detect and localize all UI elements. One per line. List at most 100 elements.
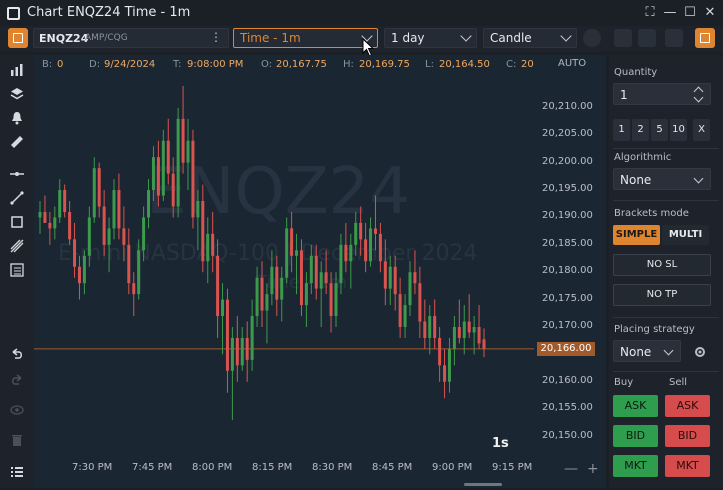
placing-strategy-value: None — [620, 345, 652, 359]
candle-body — [43, 211, 47, 223]
time-tick-label: 8:45 PM — [372, 462, 413, 473]
alerts-tool[interactable] — [8, 109, 26, 127]
candle-body — [467, 321, 471, 333]
quantity-preset-button[interactable]: X — [693, 119, 710, 141]
dom-icon[interactable] — [614, 29, 632, 47]
buy-label: Buy — [614, 377, 634, 388]
price-tick-label: 20,160.00 — [542, 374, 593, 386]
quantity-preset-button[interactable]: 1 — [613, 119, 630, 141]
candle-body — [378, 233, 382, 262]
bar-timer: 1s — [492, 436, 509, 451]
buy-market-button[interactable]: MKT — [613, 455, 658, 477]
link-button[interactable] — [8, 28, 28, 48]
horizontal-line-tool[interactable] — [8, 165, 26, 183]
tools-icon[interactable] — [665, 29, 683, 47]
auto-scale-button[interactable]: AUTO — [558, 58, 587, 69]
symbol-selector[interactable]: ENQZ24 AMP/CQG ⋮ — [33, 28, 229, 48]
bell-icon — [12, 112, 22, 125]
price-tick-label: 20,150.00 — [542, 429, 593, 441]
app-icon — [7, 7, 20, 20]
sell-market-button[interactable]: MKT — [665, 455, 710, 477]
divider — [613, 200, 719, 201]
mouse-icon[interactable] — [638, 29, 656, 47]
candle-body — [176, 118, 180, 207]
candle-body — [319, 272, 323, 289]
indicators-tool[interactable] — [8, 61, 26, 79]
fullscreen-icon[interactable]: ⛶ — [645, 5, 655, 20]
candle-body — [255, 277, 259, 317]
minimize-button[interactable]: — — [663, 5, 677, 20]
placing-strategy-dropdown[interactable]: None — [613, 340, 681, 362]
no-sl-button[interactable]: NO SL — [613, 254, 711, 276]
price-axis[interactable]: 20,210.00 20,205.00 20,200.00 20,195.00 20,1… — [534, 55, 606, 488]
interval-dropdown[interactable]: 1 day — [384, 28, 477, 48]
ruler-tool[interactable] — [8, 133, 26, 151]
candle-body — [299, 250, 303, 306]
candle-body — [230, 337, 234, 371]
redo-button[interactable] — [8, 371, 26, 389]
quantity-preset-button[interactable]: 2 — [632, 119, 649, 141]
undo-button[interactable] — [8, 345, 26, 363]
candle-body — [324, 272, 328, 284]
chevron-down-icon — [693, 173, 704, 184]
algorithmic-dropdown[interactable]: None — [613, 168, 711, 190]
templates-tool[interactable] — [8, 261, 26, 279]
buy-bid-button[interactable]: BID — [613, 425, 658, 447]
trend-line-tool[interactable] — [8, 189, 26, 207]
zoom-in-button[interactable]: + — [587, 461, 599, 477]
time-axis[interactable]: 7:30 PM 7:45 PM 8:00 PM 8:15 PM 8:30 PM 8:45 … — [34, 457, 534, 477]
candle-body — [53, 217, 57, 229]
price-tick-label: 20,155.00 — [542, 402, 593, 414]
delete-button[interactable] — [8, 431, 26, 449]
close-button[interactable]: ✕ — [704, 5, 716, 20]
sell-ask-button[interactable]: ASK — [665, 395, 710, 417]
layers-icon — [10, 88, 24, 100]
horizontal-scrollbar[interactable] — [464, 483, 502, 486]
order-panel: Quantity 1 1 2 5 10 X Algorithmic None Brack… — [609, 55, 723, 488]
quantity-preset-button[interactable]: 5 — [651, 119, 668, 141]
time-value: 9:08:00 PM — [187, 59, 244, 70]
bar-chart-icon — [11, 64, 23, 76]
rectangle-tool[interactable] — [8, 213, 26, 231]
candle-body — [364, 239, 368, 262]
zoom-out-button[interactable]: — — [564, 461, 578, 477]
quantity-input[interactable]: 1 — [613, 83, 711, 105]
candle-body — [171, 173, 175, 207]
divider — [613, 371, 719, 372]
candle-body — [373, 228, 377, 234]
gear-icon[interactable] — [693, 345, 707, 359]
sell-bid-button[interactable]: BID — [665, 425, 710, 447]
candle-body — [482, 339, 486, 349]
menu-button[interactable] — [8, 463, 26, 481]
chevron-down-icon — [460, 30, 472, 42]
high-label: H: — [343, 59, 354, 70]
candle-body — [477, 327, 481, 344]
fibonacci-tool[interactable] — [8, 237, 26, 255]
candle-body — [339, 244, 343, 284]
indicator-icon[interactable] — [583, 29, 601, 47]
chevron-down-icon[interactable] — [693, 92, 704, 103]
candle-body — [68, 211, 72, 240]
redo-icon — [12, 374, 22, 385]
simple-mode-button[interactable]: SIMPLE — [613, 225, 660, 245]
time-tick-label: 7:45 PM — [132, 462, 173, 473]
candle-body — [472, 327, 476, 333]
symbol-menu-icon[interactable]: ⋮ — [210, 30, 222, 44]
price-chart[interactable]: ENQZ24 E-mini NASDAQ-100 | December 2024… — [34, 55, 606, 488]
visibility-button[interactable] — [8, 401, 26, 419]
multi-mode-button[interactable]: MULTI — [662, 225, 709, 245]
panel-toggle-button[interactable] — [695, 28, 715, 48]
candle-body — [117, 190, 121, 229]
placing-strategy-label: Placing strategy — [614, 324, 695, 335]
sell-label: Sell — [669, 377, 688, 388]
trash-icon — [12, 435, 22, 446]
candle-body — [107, 228, 111, 245]
maximize-button[interactable]: ☐ — [684, 5, 696, 20]
chart-type-dropdown[interactable]: Time - 1m — [233, 28, 378, 48]
no-tp-button[interactable]: NO TP — [613, 284, 711, 306]
style-dropdown[interactable]: Candle — [483, 28, 577, 48]
candle-body — [240, 337, 244, 366]
quantity-preset-button[interactable]: 10 — [670, 119, 687, 141]
layers-tool[interactable] — [8, 85, 26, 103]
buy-ask-button[interactable]: ASK — [613, 395, 658, 417]
